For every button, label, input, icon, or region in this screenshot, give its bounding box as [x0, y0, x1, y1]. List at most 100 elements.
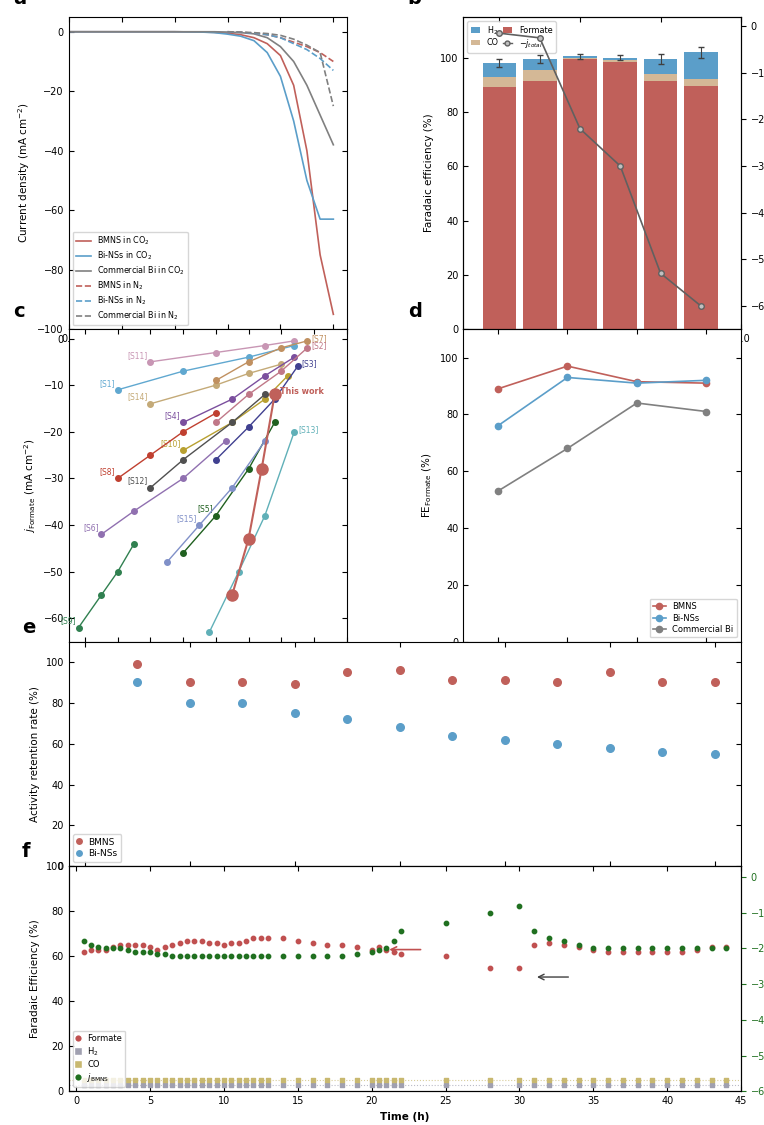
- Point: [232, 1071, 244, 1089]
- Point: [196, 946, 208, 964]
- Line: Bi-NSs in N$_2$: Bi-NSs in N$_2$: [228, 32, 333, 71]
- Point: [121, 936, 134, 954]
- Bar: [643, 58, 678, 74]
- Point: [543, 1076, 555, 1094]
- Point: [513, 1071, 526, 1089]
- Point: [292, 1076, 304, 1094]
- Bi-NSs in CO$_2$: [329, 213, 338, 226]
- Point: [720, 938, 733, 956]
- Point: [92, 1076, 105, 1094]
- Point: [144, 1071, 156, 1089]
- Point: [446, 727, 458, 745]
- Bi-NSs in N$_2$: [223, 25, 232, 38]
- Point: [387, 1071, 400, 1089]
- Point: [292, 946, 304, 964]
- Bi-NSs in N$_2$: [236, 26, 245, 39]
- Bi-NSs in CO$_2$: [223, 27, 232, 40]
- Text: [S8]: [S8]: [99, 467, 115, 476]
- Point: [159, 1071, 171, 1089]
- Bi-NSs in CO$_2$: [117, 25, 126, 38]
- Point: [321, 1071, 333, 1089]
- Point: [137, 1076, 149, 1094]
- Point: [528, 936, 540, 954]
- Point: [373, 938, 385, 956]
- Point: [709, 674, 721, 692]
- Point: [373, 1076, 385, 1094]
- BMNS in CO$_2$: [329, 307, 338, 321]
- Point: [365, 1076, 377, 1094]
- Commercial Bi in N$_2$: [249, 26, 258, 39]
- Point: [225, 934, 238, 952]
- Bi-NSs in N$_2$: [263, 28, 272, 42]
- Point: [393, 719, 406, 737]
- Text: e: e: [21, 618, 35, 637]
- Bi-NSs in N$_2$: [276, 32, 285, 45]
- Legend: BMNS in CO$_2$, Bi-NSs in CO$_2$, Commercial Bi in CO$_2$, BMNS in N$_2$, Bi-NSs: BMNS in CO$_2$, Bi-NSs in CO$_2$, Commer…: [73, 232, 188, 325]
- Point: [365, 943, 377, 961]
- Point: [604, 663, 616, 681]
- Text: [S14]: [S14]: [128, 393, 147, 402]
- BMNS: [633, 375, 642, 388]
- Commercial Bi in N$_2$: [276, 28, 285, 42]
- Point: [248, 946, 260, 964]
- Bar: [523, 58, 557, 70]
- Commercial Bi in N$_2$: [289, 33, 298, 46]
- Bar: [604, 61, 637, 62]
- Point: [709, 745, 721, 763]
- Point: [661, 1071, 673, 1089]
- Bi-NSs in CO$_2$: [236, 29, 245, 43]
- BMNS in CO$_2$: [64, 25, 73, 38]
- Bar: [563, 58, 597, 330]
- Point: [661, 939, 673, 957]
- Bi-NSs in CO$_2$: [316, 213, 325, 226]
- Legend: Formate, H$_2$, CO, $j_{\rm BMNS}$: Formate, H$_2$, CO, $j_{\rm BMNS}$: [73, 1030, 125, 1087]
- Point: [77, 933, 89, 951]
- Point: [321, 1076, 333, 1094]
- Point: [676, 1071, 688, 1089]
- Commercial Bi in N$_2$: [316, 46, 325, 60]
- Point: [144, 943, 156, 961]
- Commercial Bi in N$_2$: [303, 38, 312, 52]
- Point: [248, 1071, 260, 1089]
- Point: [248, 1076, 260, 1094]
- Point: [602, 943, 614, 961]
- Text: [S6]: [S6]: [83, 523, 99, 532]
- Point: [336, 936, 348, 954]
- Point: [691, 939, 703, 957]
- Bar: [643, 74, 678, 81]
- Bi-NSs in CO$_2$: [289, 115, 298, 128]
- Point: [351, 1071, 363, 1089]
- Bar: [523, 70, 557, 81]
- Point: [446, 672, 458, 690]
- Point: [173, 1071, 186, 1089]
- Point: [210, 934, 222, 952]
- Point: [240, 1071, 252, 1089]
- Point: [306, 1076, 319, 1094]
- Point: [617, 1076, 629, 1094]
- Point: [151, 1076, 163, 1094]
- Commercial Bi in CO$_2$: [170, 25, 180, 38]
- BMNS: [702, 377, 711, 390]
- Point: [646, 939, 659, 957]
- BMNS in N$_2$: [289, 35, 298, 48]
- BMNS in CO$_2$: [303, 144, 312, 158]
- Point: [380, 1071, 393, 1089]
- Point: [262, 946, 274, 964]
- Point: [543, 1071, 555, 1089]
- Point: [341, 710, 353, 728]
- Point: [705, 1076, 717, 1094]
- Point: [129, 936, 141, 954]
- Point: [439, 1076, 452, 1094]
- BMNS in CO$_2$: [196, 25, 206, 38]
- Point: [661, 943, 673, 961]
- BMNS in CO$_2$: [263, 37, 272, 51]
- Point: [232, 1076, 244, 1094]
- BMNS in CO$_2$: [249, 32, 258, 45]
- Point: [513, 897, 526, 915]
- Point: [661, 1076, 673, 1094]
- BMNS in N$_2$: [316, 46, 325, 60]
- Point: [203, 1076, 215, 1094]
- Point: [277, 929, 289, 947]
- Point: [484, 1076, 496, 1094]
- Point: [656, 674, 668, 692]
